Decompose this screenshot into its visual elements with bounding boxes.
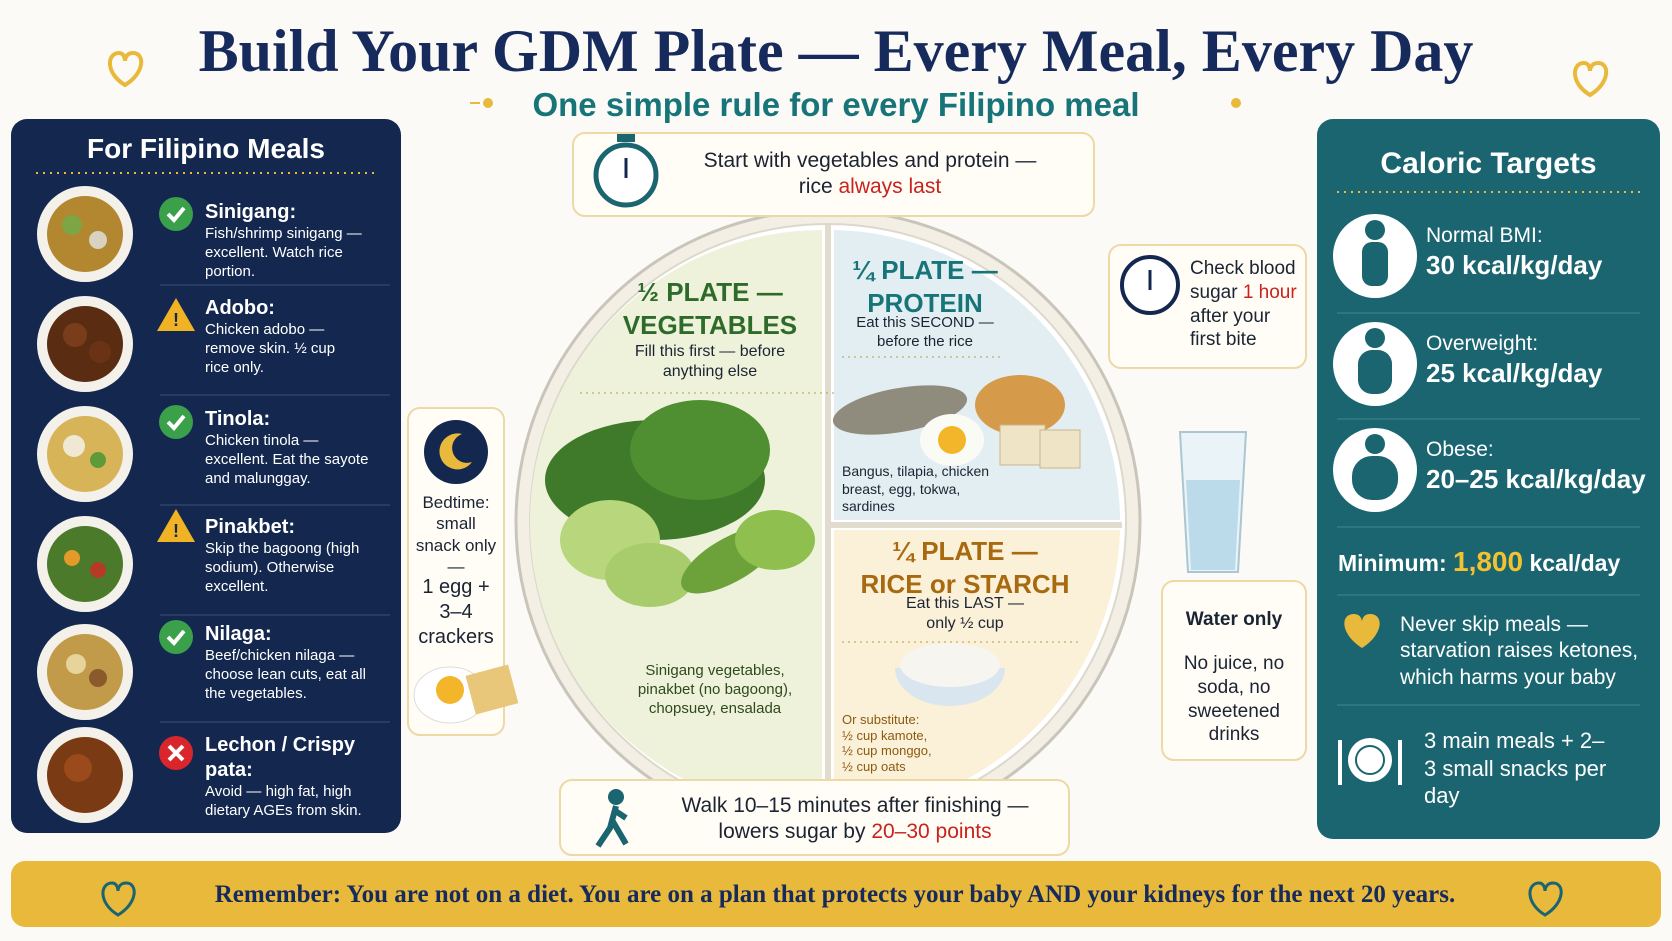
meal-note: Avoid — high fat, high dietary AGEs from…	[205, 783, 362, 819]
heading: PROTEIN	[867, 287, 983, 318]
target-value: 30 kcal/kg/day	[1426, 250, 1603, 281]
protein-instruction: Eat this SECOND — before the rice	[856, 314, 994, 350]
target-label: Normal BMI:	[1426, 224, 1543, 247]
meal-name: Adobo:	[205, 297, 275, 319]
target-label: Overweight:	[1426, 332, 1539, 355]
meal-item: Lechon / Crispy pata: Avoid — high fat, h…	[205, 733, 395, 821]
heading: VEGETABLES	[622, 309, 798, 340]
meal-note: Beef/chicken nilaga — choose lean cuts, …	[205, 647, 366, 702]
heading: RICE or STARCH	[860, 568, 1070, 599]
heading: ¼ PLATE —	[892, 536, 1038, 566]
walk-tip: Walk 10–15 minutes after finishing — low…	[650, 793, 1060, 846]
meal-name: Nilaga:	[205, 623, 272, 645]
heading: ½ PLATE —	[637, 277, 783, 307]
heading: ¼ PLATE —	[852, 255, 998, 285]
order-tip-text: rice	[798, 175, 833, 199]
substitute-label: Or substitute:	[842, 712, 920, 727]
title: Build Your GDM Plate — Every Meal, Every…	[198, 18, 1474, 84]
meal-item: Tinola: Chicken tinola — excellent. Eat t…	[205, 407, 385, 488]
target-value: 20–25 kcal/kg/day	[1426, 464, 1646, 495]
starch-substitutes: Or substitute: ½ cup kamote, ½ cup mongg…	[842, 712, 932, 774]
target-item: Overweight: 25 kcal/kg/day	[1426, 331, 1602, 390]
svg-text:!: !	[173, 310, 179, 330]
meal-name: Sinigang:	[205, 201, 297, 223]
water-title: Water only	[1185, 609, 1283, 630]
meal-note: Fish/shrimp sinigang — excellent. Watch …	[205, 225, 362, 280]
substitute: ½ cup kamote,	[842, 727, 928, 743]
minimum-value: 1,800	[1453, 546, 1524, 577]
tip-highlight: 20–30 points	[871, 820, 992, 844]
starch-heading: ¼ PLATE — RICE or STARCH	[850, 535, 1080, 600]
plate	[514, 208, 1142, 836]
target-label: Obese:	[1426, 438, 1494, 461]
meal-item: Sinigang: Fish/shrimp sinigang — excellen…	[205, 200, 395, 281]
bedtime-snack: 1 egg + 3–4 crackers	[418, 576, 494, 648]
target-value: 25 kcal/kg/day	[1426, 358, 1603, 389]
minimum: Minimum: 1,800 kcal/day	[1338, 544, 1620, 579]
veg-instruction: Fill this first — before anything else	[634, 343, 786, 380]
protein-heading: ¼ PLATE — PROTEIN	[840, 254, 1010, 319]
meal-note: Chicken tinola — excellent. Eat the sayo…	[205, 432, 369, 487]
minimum-label: Minimum:	[1338, 550, 1447, 576]
substitute: ½ cup oats	[842, 758, 906, 774]
targets-panel-bg	[1317, 119, 1660, 839]
targets-title: Caloric Targets	[1380, 147, 1597, 180]
tip-text: Check blood sugar	[1190, 258, 1296, 303]
meal-item: Pinakbet: Skip the bagoong (high sodium).…	[205, 515, 365, 596]
starch-instruction: Eat this LAST — only ½ cup	[906, 595, 1024, 632]
blood-sugar-tip: Check blood sugar 1 hour after your firs…	[1190, 257, 1302, 352]
minimum-unit: kcal/day	[1529, 550, 1621, 576]
substitute: ½ cup monggo,	[842, 743, 932, 759]
order-tip: Start with vegetables and protein — rice…	[660, 148, 1080, 201]
meal-name: Lechon / Crispy pata:	[205, 734, 356, 781]
tip-text: after your first bite	[1190, 305, 1271, 351]
meal-name: Pinakbet:	[205, 516, 296, 538]
bedtime-tip: Bedtime: small snack only —	[415, 493, 497, 576]
meal-item: Adobo: Chicken adobo — remove skin. ½ cup…	[205, 296, 355, 377]
meal-name: Tinola:	[205, 408, 271, 430]
tip-text: lowers sugar by	[718, 820, 866, 844]
target-item: Obese: 20–25 kcal/kg/day	[1426, 437, 1646, 496]
footer-bg	[11, 861, 1661, 927]
order-tip-highlight: always last	[838, 175, 942, 199]
protein-examples: Bangus, tilapia, chicken breast, egg, to…	[842, 463, 990, 514]
order-tip-text: Start with vegetables and protein —	[703, 149, 1037, 172]
footer-text: Remember: You are not on a diet. You are…	[214, 881, 1456, 908]
meal-note: Chicken adobo — remove skin. ½ cup rice …	[205, 321, 336, 376]
veg-examples: Sinigang vegetables, pinakbet (no bagoon…	[637, 662, 793, 717]
tip-text: Walk 10–15 minutes after finishing —	[681, 794, 1029, 817]
meals-title: For Filipino Meals	[86, 133, 325, 164]
meal-item: Nilaga: Beef/chicken nilaga — choose lean…	[205, 622, 390, 703]
meal-images	[37, 186, 133, 823]
skip-warning: Never skip meals — starvation raises ket…	[1400, 613, 1639, 689]
meal-plan: 3 main meals + 2–3 small snacks per day	[1424, 728, 1607, 808]
target-item: Normal BMI: 30 kcal/kg/day	[1426, 223, 1602, 282]
svg-text:!: !	[173, 521, 179, 541]
meal-note: Skip the bagoong (high sodium). Otherwis…	[205, 540, 360, 595]
subtitle: One simple rule for every Filipino meal	[532, 86, 1140, 123]
water-text: No juice, no soda, no sweetened drinks	[1183, 653, 1285, 746]
status-icons: ! !	[157, 197, 195, 770]
veg-heading: ½ PLATE — VEGETABLES	[580, 276, 840, 341]
tip-highlight: 1 hour	[1242, 281, 1297, 303]
